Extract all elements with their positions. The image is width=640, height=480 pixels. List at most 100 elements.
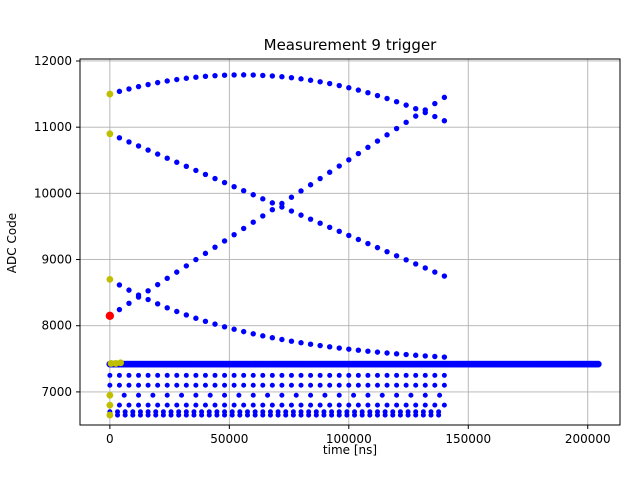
data-point <box>293 392 299 398</box>
data-point <box>212 402 218 408</box>
data-point <box>384 350 390 356</box>
data-point <box>390 412 396 418</box>
data-point <box>154 79 161 86</box>
data-point <box>154 301 161 307</box>
start-marker <box>106 411 114 419</box>
data-point <box>164 372 170 378</box>
data-point <box>260 402 266 408</box>
data-point <box>222 412 228 418</box>
data-point <box>359 412 365 418</box>
data-point <box>436 412 442 418</box>
data-point <box>432 100 438 107</box>
data-point <box>298 340 304 346</box>
data-point <box>288 194 295 200</box>
data-point <box>432 372 438 378</box>
data-point <box>174 159 180 165</box>
data-point <box>260 382 266 388</box>
data-point <box>326 169 333 175</box>
data-point <box>441 402 447 408</box>
y-tick-label: 12000 <box>34 54 72 68</box>
data-point <box>365 348 371 354</box>
data-point <box>164 275 170 282</box>
data-point <box>193 256 199 263</box>
data-point <box>413 106 419 112</box>
data-point <box>346 85 352 91</box>
data-point <box>145 412 151 418</box>
data-point <box>413 113 419 119</box>
data-point <box>202 402 208 408</box>
data-point <box>290 412 296 418</box>
data-point <box>260 72 266 79</box>
data-point <box>260 412 266 418</box>
data-point <box>174 402 180 408</box>
data-point <box>164 402 170 408</box>
data-point <box>160 412 166 418</box>
data-point <box>317 79 323 85</box>
data-point <box>135 83 142 90</box>
data-point <box>229 412 235 418</box>
data-point <box>279 402 285 408</box>
data-point <box>298 412 304 418</box>
data-point <box>298 372 304 378</box>
row-row-7250 <box>107 372 447 378</box>
data-point <box>126 372 132 378</box>
data-point <box>379 392 385 398</box>
data-point <box>317 342 323 349</box>
data-point <box>422 107 428 113</box>
data-point <box>283 412 289 418</box>
plot-border <box>79 58 621 426</box>
series-descending <box>107 131 448 279</box>
data-point <box>155 372 161 378</box>
data-point <box>393 125 400 132</box>
data-point <box>393 351 400 357</box>
data-point <box>327 402 333 408</box>
data-point <box>367 412 373 418</box>
data-point <box>214 412 220 418</box>
series-decay-to-baseline <box>107 276 448 360</box>
data-point <box>164 392 170 398</box>
data-point <box>374 372 380 378</box>
data-point <box>351 392 357 398</box>
data-point <box>136 372 142 378</box>
data-point <box>346 382 352 388</box>
y-tick-label: 7000 <box>41 385 72 399</box>
data-point <box>432 402 438 408</box>
data-point <box>206 412 212 418</box>
data-point <box>155 402 161 408</box>
data-point <box>279 372 285 378</box>
data-point <box>355 402 361 408</box>
data-point <box>279 74 285 80</box>
data-point <box>432 353 438 360</box>
data-point <box>193 167 199 174</box>
start-markers <box>106 90 125 419</box>
data-point <box>231 372 237 378</box>
data-point <box>326 80 333 87</box>
data-point <box>355 382 361 388</box>
data-point <box>260 372 266 378</box>
data-point <box>298 402 304 408</box>
data-point <box>298 382 304 388</box>
data-point <box>307 341 314 347</box>
data-point <box>374 412 380 418</box>
start-marker <box>117 359 125 367</box>
row-row-6950 <box>107 392 443 398</box>
data-point <box>202 382 208 388</box>
data-point <box>365 392 371 398</box>
data-point <box>207 392 213 398</box>
chart-title: Measurement 9 trigger <box>263 36 437 54</box>
data-point <box>145 296 151 303</box>
data-point <box>116 88 123 95</box>
data-point <box>307 77 314 83</box>
data-point <box>154 281 161 288</box>
data-point <box>136 392 142 398</box>
data-point <box>265 392 271 398</box>
data-point <box>336 228 342 235</box>
data-point <box>240 328 247 335</box>
data-point <box>326 344 333 350</box>
data-point <box>594 360 602 368</box>
data-point <box>307 216 314 222</box>
data-point <box>231 183 237 190</box>
data-point <box>437 392 443 398</box>
data-point <box>355 150 362 157</box>
